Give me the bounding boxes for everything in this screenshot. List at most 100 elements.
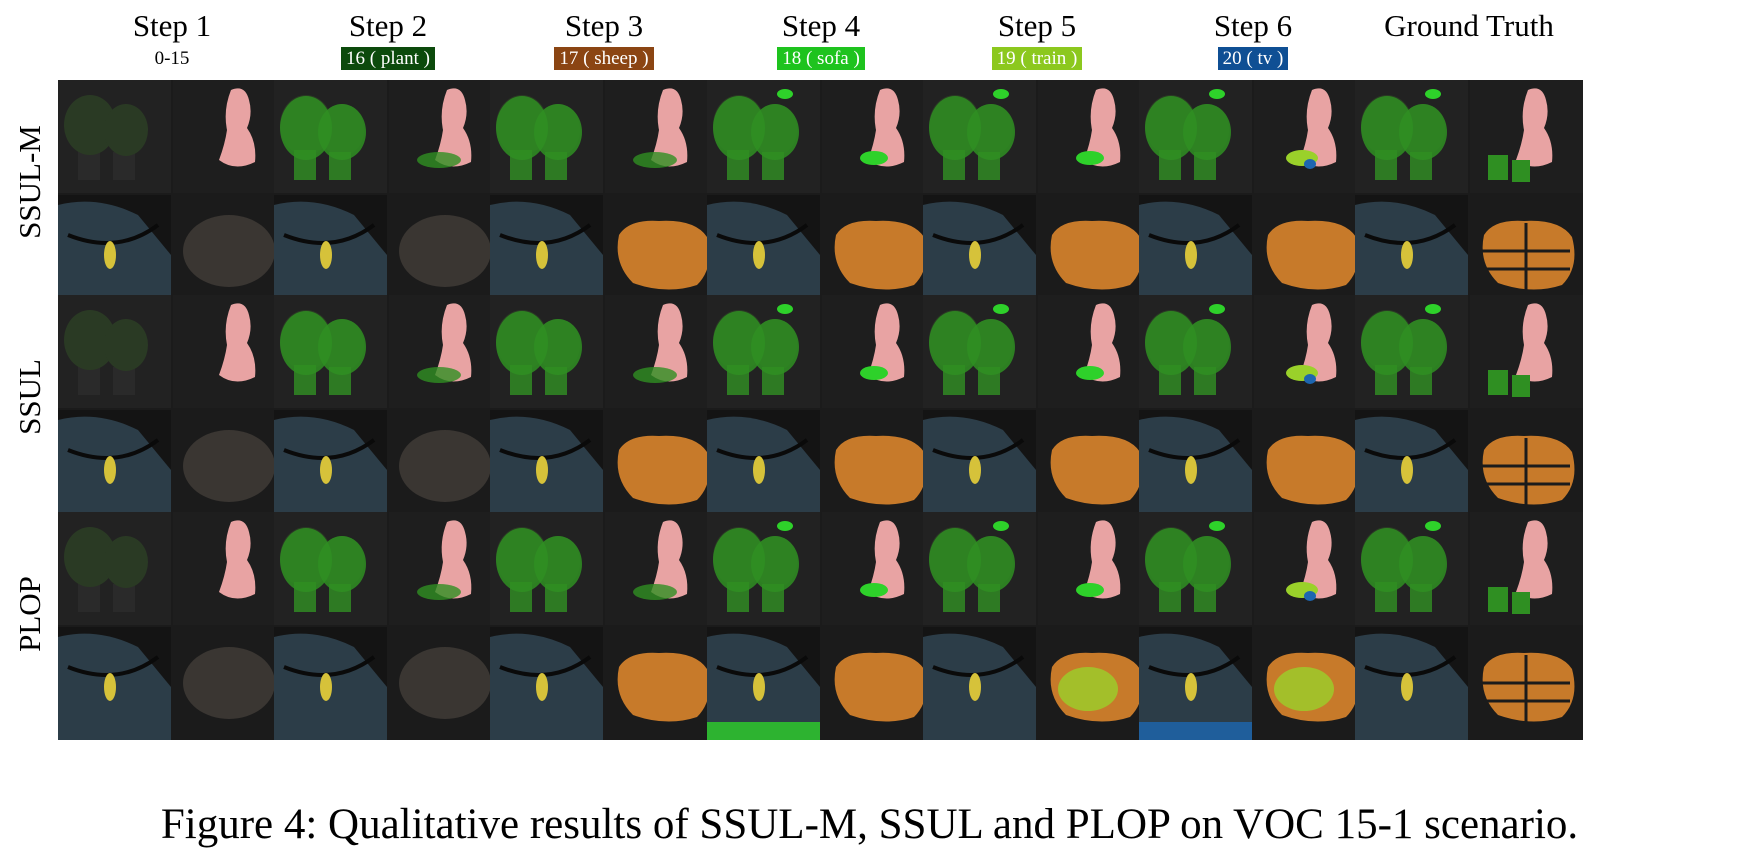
- bird-image-tile: [490, 627, 603, 740]
- person-image-tile: [389, 80, 502, 193]
- plant-image-tile: [274, 512, 387, 625]
- result-panel: [923, 295, 1151, 523]
- bird-image-tile: [274, 195, 387, 308]
- sheep-image-tile: [1470, 195, 1583, 308]
- bird-image-tile: [923, 195, 1036, 308]
- sheep-image-tile: [1470, 410, 1583, 523]
- result-panel: [1139, 80, 1367, 308]
- person-image-tile: [1470, 80, 1583, 193]
- row-label-text: SSUL-M: [12, 125, 48, 239]
- person-image-tile: [1470, 512, 1583, 625]
- column-title: Step 2: [348, 8, 428, 43]
- person-image-tile: [389, 295, 502, 408]
- plant-image-tile: [923, 295, 1036, 408]
- result-panel: [274, 295, 502, 523]
- result-panel: [923, 512, 1151, 740]
- plant-image-tile: [58, 295, 171, 408]
- person-image-tile: [605, 295, 718, 408]
- column-title: Step 5: [997, 8, 1077, 43]
- person-image-tile: [605, 512, 718, 625]
- person-image-tile: [173, 80, 286, 193]
- person-image-tile: [389, 512, 502, 625]
- sheep-image-tile: [389, 627, 502, 740]
- column-title: Step 6: [1213, 8, 1293, 43]
- plant-image-tile: [707, 512, 820, 625]
- plant-image-tile: [274, 80, 387, 193]
- person-image-tile: [173, 295, 286, 408]
- person-image-tile: [173, 512, 286, 625]
- bird-image-tile: [707, 627, 820, 740]
- column-title: Step 3: [564, 8, 644, 43]
- bird-image-tile: [1139, 627, 1252, 740]
- sheep-image-tile: [605, 410, 718, 523]
- person-image-tile: [1254, 80, 1367, 193]
- plant-image-tile: [1355, 512, 1468, 625]
- row-label-text: SSUL: [12, 359, 47, 435]
- sheep-image-tile: [1254, 627, 1367, 740]
- column-header: Step 6 20 ( tv ): [1137, 8, 1369, 70]
- sheep-image-tile: [389, 195, 502, 308]
- row-label-text: PLOP: [12, 576, 47, 652]
- column-header: Step 2 16 ( plant ): [272, 8, 504, 70]
- bird-image-tile: [1139, 195, 1252, 308]
- bird-image-tile: [707, 195, 820, 308]
- person-image-tile: [1038, 512, 1151, 625]
- result-panel: [1139, 295, 1367, 523]
- result-panel: [490, 295, 718, 523]
- class-tag: 19 ( train ): [991, 47, 1083, 70]
- sheep-image-tile: [822, 195, 935, 308]
- column-title: Step 1: [132, 8, 212, 43]
- class-tag: 16 ( plant ): [341, 47, 435, 70]
- plant-image-tile: [274, 295, 387, 408]
- bird-image-tile: [923, 627, 1036, 740]
- person-image-tile: [822, 512, 935, 625]
- plant-image-tile: [1139, 295, 1252, 408]
- sheep-image-tile: [822, 410, 935, 523]
- plant-image-tile: [1355, 80, 1468, 193]
- sheep-image-tile: [1254, 195, 1367, 308]
- result-panel: [58, 512, 286, 740]
- person-image-tile: [605, 80, 718, 193]
- person-image-tile: [1038, 295, 1151, 408]
- bird-image-tile: [58, 627, 171, 740]
- result-panel: [1355, 295, 1583, 523]
- bird-image-tile: [58, 410, 171, 523]
- row-label: PLOP: [0, 524, 60, 704]
- column-title: Ground Truth: [1384, 8, 1554, 43]
- bird-image-tile: [490, 195, 603, 308]
- result-panel: [923, 80, 1151, 308]
- result-panel: [707, 512, 935, 740]
- plant-image-tile: [490, 295, 603, 408]
- column-title: Step 4: [781, 8, 861, 43]
- plant-image-tile: [1139, 80, 1252, 193]
- plant-image-tile: [58, 512, 171, 625]
- bird-image-tile: [707, 410, 820, 523]
- sheep-image-tile: [1038, 410, 1151, 523]
- sheep-image-tile: [173, 410, 286, 523]
- sheep-image-tile: [1038, 195, 1151, 308]
- class-tag: 20 ( tv ): [1217, 47, 1289, 70]
- person-image-tile: [822, 80, 935, 193]
- result-panel: [274, 512, 502, 740]
- column-header: Step 3 17 ( sheep ): [488, 8, 720, 70]
- column-header: Step 5 19 ( train ): [921, 8, 1153, 70]
- sheep-image-tile: [605, 627, 718, 740]
- result-panel: [58, 80, 286, 308]
- class-tag: 0-15: [154, 48, 190, 69]
- plant-image-tile: [707, 80, 820, 193]
- result-panel: [707, 80, 935, 308]
- result-panel: [490, 80, 718, 308]
- result-panel: [707, 295, 935, 523]
- column-header: Step 4 18 ( sofa ): [705, 8, 937, 70]
- person-image-tile: [1470, 295, 1583, 408]
- bird-image-tile: [1355, 627, 1468, 740]
- person-image-tile: [1254, 512, 1367, 625]
- bird-image-tile: [1355, 410, 1468, 523]
- column-header: Ground Truth: [1353, 8, 1585, 44]
- bird-image-tile: [490, 410, 603, 523]
- sheep-image-tile: [1254, 410, 1367, 523]
- result-panel: [1139, 512, 1367, 740]
- sheep-image-tile: [1470, 627, 1583, 740]
- bird-image-tile: [274, 410, 387, 523]
- bird-image-tile: [1139, 410, 1252, 523]
